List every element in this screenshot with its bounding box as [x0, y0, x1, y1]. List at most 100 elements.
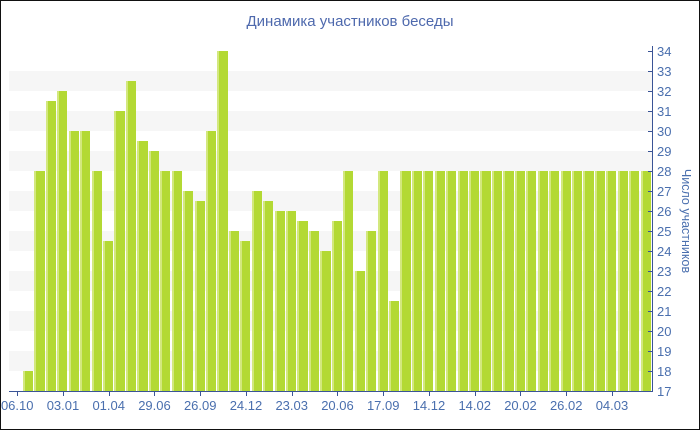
bar: [297, 221, 308, 391]
x-tick: [17, 392, 19, 396]
gridline-stripe: [9, 131, 652, 151]
y-tick: [648, 71, 652, 72]
x-tick-label: 26.02: [549, 398, 583, 413]
bar: [137, 141, 148, 391]
bar: [320, 251, 331, 391]
y-tick: [648, 151, 652, 152]
y-tick: [648, 291, 652, 292]
bar: [571, 171, 583, 391]
x-tick-label: 06.10: [0, 398, 34, 413]
bar: [388, 301, 400, 391]
bar: [263, 201, 274, 391]
y-tick: [648, 51, 652, 52]
bar: [377, 171, 388, 391]
x-tick-label: 20.02: [504, 398, 537, 413]
y-tick-label: 20: [657, 324, 672, 339]
y-tick: [648, 371, 652, 372]
x-tick-label: 24.12: [229, 398, 263, 413]
bar: [240, 241, 251, 391]
y-tick-label: 34: [657, 44, 672, 59]
bar: [480, 171, 491, 391]
y-tick-label: 33: [657, 64, 672, 79]
x-tick: [428, 392, 430, 396]
y-tick-label: 17: [657, 384, 672, 399]
bar: [103, 241, 114, 391]
x-tick-label: 03.01: [46, 398, 80, 413]
x-tick: [108, 392, 110, 396]
x-tick-label: 17.09: [366, 398, 400, 413]
chart-title: Динамика участников беседы: [246, 13, 454, 30]
y-tick: [648, 111, 652, 112]
bar: [400, 171, 411, 391]
bar: [491, 171, 503, 391]
y-tick-label: 23: [657, 264, 672, 279]
x-tick: [611, 392, 613, 396]
y-axis-line: [652, 46, 653, 392]
gridline-stripe: [9, 151, 652, 171]
bar: [286, 211, 297, 391]
plot-area: [9, 51, 652, 391]
bar: [549, 171, 560, 391]
x-tick-label: 20.06: [321, 398, 354, 413]
y-tick-label: 21: [657, 304, 672, 319]
y-tick-label: 29: [657, 144, 672, 159]
x-tick-label: 23.03: [275, 398, 308, 413]
x-tick: [337, 392, 339, 396]
y-tick-label: 28: [657, 164, 672, 179]
x-tick-label: 04.03: [595, 398, 629, 413]
y-tick-label: 24: [657, 244, 672, 259]
bar: [57, 91, 68, 391]
y-tick-label: 25: [657, 224, 672, 239]
gridline-stripe: [9, 91, 652, 111]
x-tick: [566, 392, 568, 396]
bar: [423, 171, 434, 391]
bar: [434, 171, 445, 391]
bar: [583, 171, 594, 391]
bar: [160, 171, 171, 391]
bar: [45, 101, 57, 391]
gridline-stripe: [9, 111, 652, 131]
y-tick-label: 19: [657, 344, 672, 359]
bar: [457, 171, 468, 391]
x-tick: [383, 392, 385, 396]
x-tick: [474, 392, 476, 396]
x-tick: [291, 392, 293, 396]
bar: [446, 171, 457, 391]
y-tick: [648, 131, 652, 132]
x-tick-label: 01.04: [92, 398, 125, 413]
x-tick: [200, 392, 202, 396]
y-tick: [648, 191, 652, 192]
gridline-stripe: [9, 51, 652, 71]
y-tick-label: 27: [657, 184, 672, 199]
x-tick-label: 29.06: [138, 398, 171, 413]
y-tick: [648, 211, 652, 212]
bar: [171, 171, 182, 391]
x-tick: [245, 392, 247, 396]
bar: [125, 81, 137, 391]
bar: [22, 371, 34, 391]
bar: [183, 191, 194, 391]
bar: [308, 231, 320, 391]
bar: [148, 151, 159, 391]
bar: [469, 171, 480, 391]
bar: [537, 171, 548, 391]
bar: [68, 131, 79, 391]
y-tick: [648, 171, 652, 172]
bar: [34, 171, 45, 391]
bar: [503, 171, 514, 391]
y-tick: [648, 351, 652, 352]
x-axis-line: [9, 391, 653, 392]
bar: [606, 171, 617, 391]
y-tick-label: 32: [657, 84, 672, 99]
y-tick: [648, 331, 652, 332]
bar: [411, 171, 423, 391]
bar: [228, 231, 240, 391]
bar: [594, 171, 606, 391]
y-tick: [648, 231, 652, 232]
y-tick: [648, 91, 652, 92]
bar: [526, 171, 537, 391]
bar: [629, 171, 640, 391]
bar: [114, 111, 125, 391]
bar: [251, 191, 262, 391]
